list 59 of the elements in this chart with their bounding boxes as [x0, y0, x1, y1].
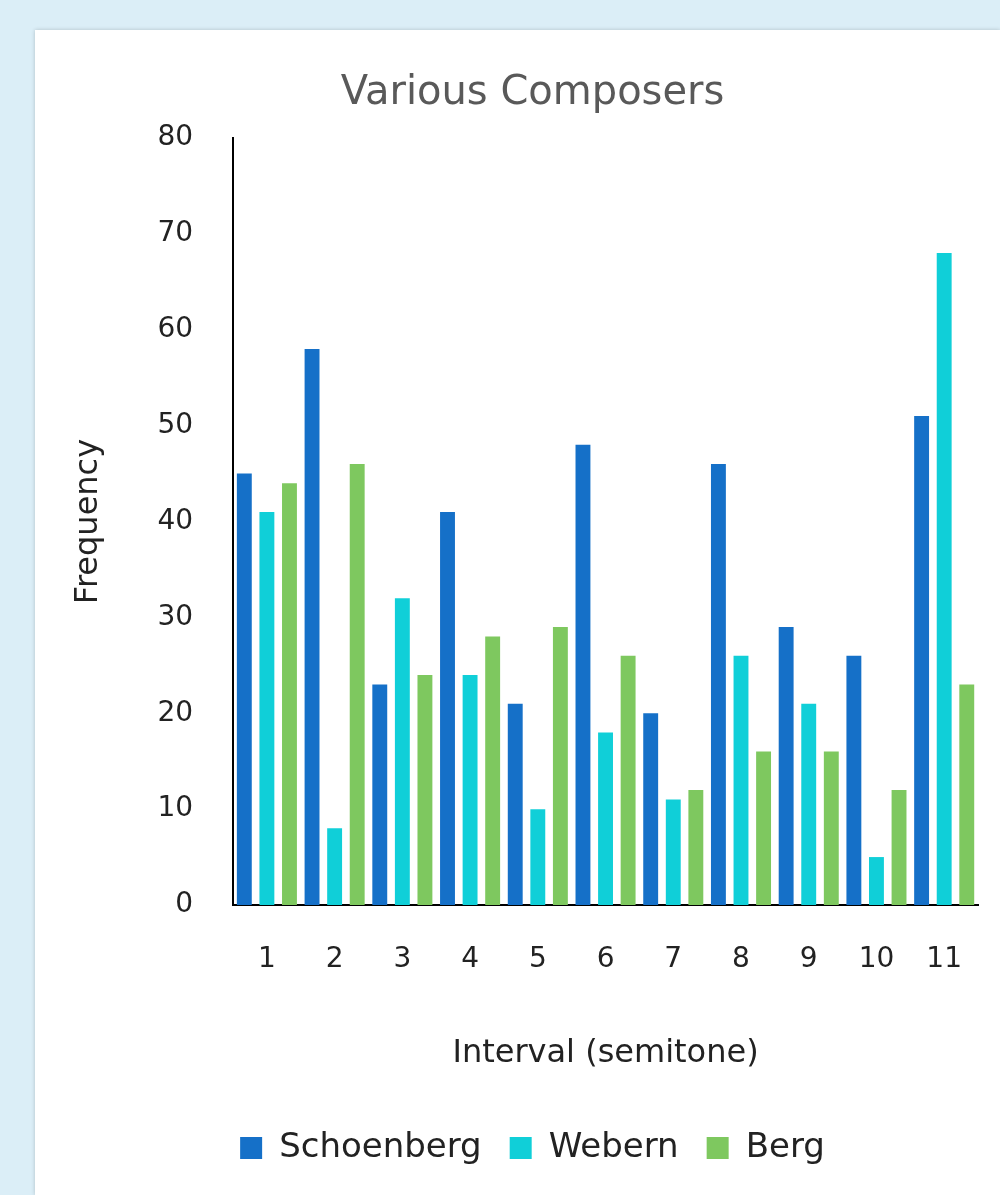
x-tick-label: 1	[257, 941, 276, 975]
bar	[891, 789, 907, 905]
legend-label: Berg	[745, 1124, 825, 1165]
bar	[440, 511, 455, 905]
bar	[507, 703, 523, 905]
y-tick-label: 20	[157, 694, 194, 728]
bar	[259, 511, 275, 905]
bar	[801, 703, 817, 905]
y-tick-label: 80	[157, 119, 194, 153]
x-tick-label: 4	[461, 941, 479, 975]
bar	[394, 598, 410, 905]
bar	[733, 655, 749, 905]
bar	[327, 828, 343, 905]
bar	[462, 674, 478, 905]
bar	[665, 799, 681, 905]
y-tick-label: 50	[157, 406, 194, 440]
bar	[552, 626, 568, 905]
x-tick-label: 6	[596, 941, 615, 975]
y-axis-title: Frequency	[66, 438, 105, 605]
x-tick-label: 3	[393, 941, 412, 975]
x-tick-label: 10	[858, 941, 895, 975]
x-tick-label: 9	[799, 941, 818, 975]
bar	[485, 636, 501, 905]
y-tick-label: 10	[157, 790, 194, 824]
x-tick-label: 5	[528, 941, 547, 975]
x-tick-label: 11	[926, 941, 963, 975]
bar	[710, 463, 726, 905]
legend-label: Webern	[548, 1124, 679, 1165]
x-tick-label: 8	[732, 941, 750, 975]
bar	[823, 751, 839, 905]
bar	[349, 463, 365, 905]
y-tick-label: 0	[175, 886, 194, 920]
bar	[846, 655, 862, 905]
bar	[778, 626, 794, 905]
bar	[643, 713, 659, 905]
bar	[236, 473, 252, 905]
x-tick-label: 7	[664, 941, 683, 975]
y-tick-label: 40	[157, 502, 194, 536]
chart-title: Various Composers	[340, 67, 725, 114]
bar	[688, 789, 704, 905]
bar	[530, 809, 546, 905]
bar	[282, 483, 297, 905]
bar	[936, 253, 952, 905]
bar	[304, 348, 320, 905]
bar	[372, 684, 388, 905]
bar	[869, 857, 884, 905]
legend-label: Schoenberg	[279, 1124, 482, 1165]
bar	[620, 655, 636, 905]
bar	[914, 416, 930, 905]
bar	[756, 751, 772, 905]
x-tick-label: 2	[325, 941, 344, 975]
y-tick-label: 60	[157, 311, 194, 345]
y-tick-label: 30	[157, 598, 194, 632]
bar	[959, 684, 975, 905]
x-axis-title: Interval (semitone)	[452, 1032, 759, 1071]
bar	[598, 732, 613, 905]
bar	[575, 444, 591, 905]
bar	[417, 674, 433, 905]
y-tick-label: 70	[157, 215, 194, 249]
